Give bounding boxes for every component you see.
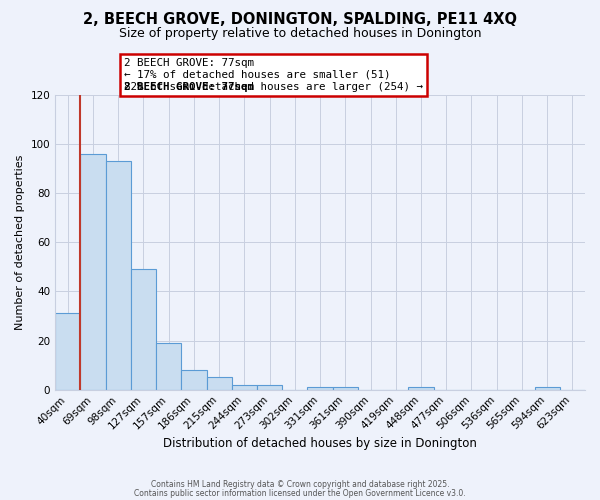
- Bar: [131, 269, 156, 390]
- Bar: [106, 161, 131, 390]
- Bar: [232, 385, 257, 390]
- Bar: [55, 314, 80, 390]
- Text: Size of property relative to detached houses in Donington: Size of property relative to detached ho…: [119, 28, 481, 40]
- Bar: [535, 388, 560, 390]
- Bar: [257, 385, 282, 390]
- Y-axis label: Number of detached properties: Number of detached properties: [15, 154, 25, 330]
- Text: 2 BEECH GROVE: 77sqm
← 17% of detached houses are smaller (51)
82% of semi-detac: 2 BEECH GROVE: 77sqm ← 17% of detached h…: [124, 58, 423, 92]
- Bar: [80, 154, 106, 390]
- Bar: [332, 388, 358, 390]
- Bar: [206, 378, 232, 390]
- Text: 2 BEECH GROVE: 77sqm: 2 BEECH GROVE: 77sqm: [124, 82, 254, 92]
- X-axis label: Distribution of detached houses by size in Donington: Distribution of detached houses by size …: [163, 437, 477, 450]
- Bar: [409, 388, 434, 390]
- Text: Contains HM Land Registry data © Crown copyright and database right 2025.: Contains HM Land Registry data © Crown c…: [151, 480, 449, 489]
- Text: Contains public sector information licensed under the Open Government Licence v3: Contains public sector information licen…: [134, 488, 466, 498]
- Bar: [307, 388, 332, 390]
- Text: 2, BEECH GROVE, DONINGTON, SPALDING, PE11 4XQ: 2, BEECH GROVE, DONINGTON, SPALDING, PE1…: [83, 12, 517, 28]
- Bar: [181, 370, 206, 390]
- Bar: [156, 343, 181, 390]
